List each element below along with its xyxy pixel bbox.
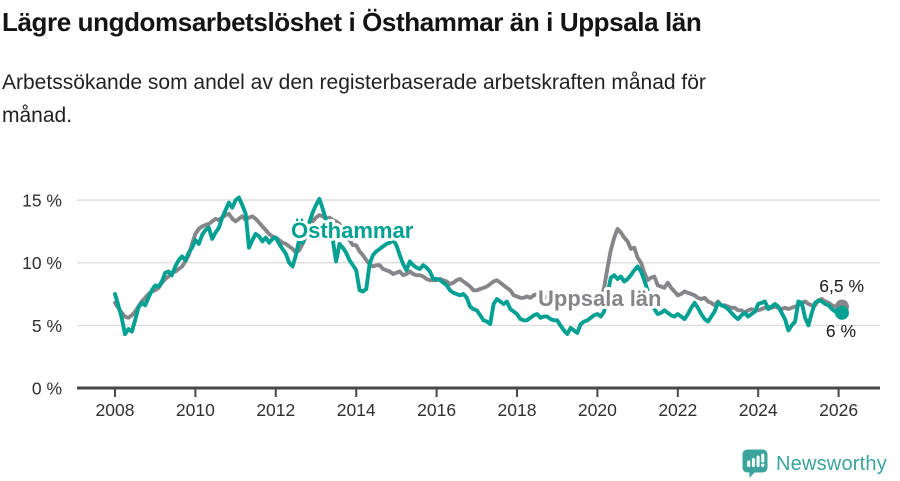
y-tick-label: 5 % [32, 316, 62, 336]
x-tick-label: 2020 [578, 400, 617, 420]
end-value-label-uppsala-län: 6,5 % [819, 276, 864, 296]
x-tick-label: 2016 [417, 400, 456, 420]
newsworthy-brand-text: Newsworthy [776, 452, 887, 475]
line-östhammar [113, 195, 844, 337]
x-tick-label: 2008 [96, 400, 135, 420]
series-label-uppsala-län: Uppsala län [538, 286, 661, 311]
x-tick-label: 2012 [256, 400, 295, 420]
chart-subtitle: Arbetssökande som andel av den registerb… [2, 71, 706, 127]
x-tick-label: 2014 [337, 400, 376, 420]
news-graphic: { "header": { "title": "Lägre ungdomsarb… [0, 7, 900, 481]
x-tick-label: 2024 [739, 400, 778, 420]
y-tick-label: 0 % [32, 379, 62, 399]
x-tick-label: 2026 [819, 400, 858, 420]
y-tick-label: 10 % [22, 253, 62, 273]
unemployment-line-chart: 0 % 5 % 10 % 15 % 2008 2010 2012 2014 2016 2018 20… [22, 191, 880, 420]
x-tick-label: 2018 [498, 400, 537, 420]
x-tick-label: 2022 [658, 400, 697, 420]
newsworthy-footer: Newsworthy [742, 449, 887, 479]
page-title: Lägre ungdomsarbetslöshet i Östhammar än… [2, 7, 702, 37]
line-uppsala-län [113, 211, 844, 320]
y-tick-label: 15 % [22, 191, 62, 211]
chart-header: Lägre ungdomsarbetslöshet i Östhammar än… [0, 7, 900, 132]
end-value-label-östhammar: 6 % [826, 321, 856, 341]
end-dot-östhammar [834, 305, 849, 320]
x-tick-label: 2010 [176, 400, 215, 420]
series-label-östhammar: Östhammar [291, 218, 414, 243]
newsworthy-chart-bubble-icon [742, 449, 768, 478]
